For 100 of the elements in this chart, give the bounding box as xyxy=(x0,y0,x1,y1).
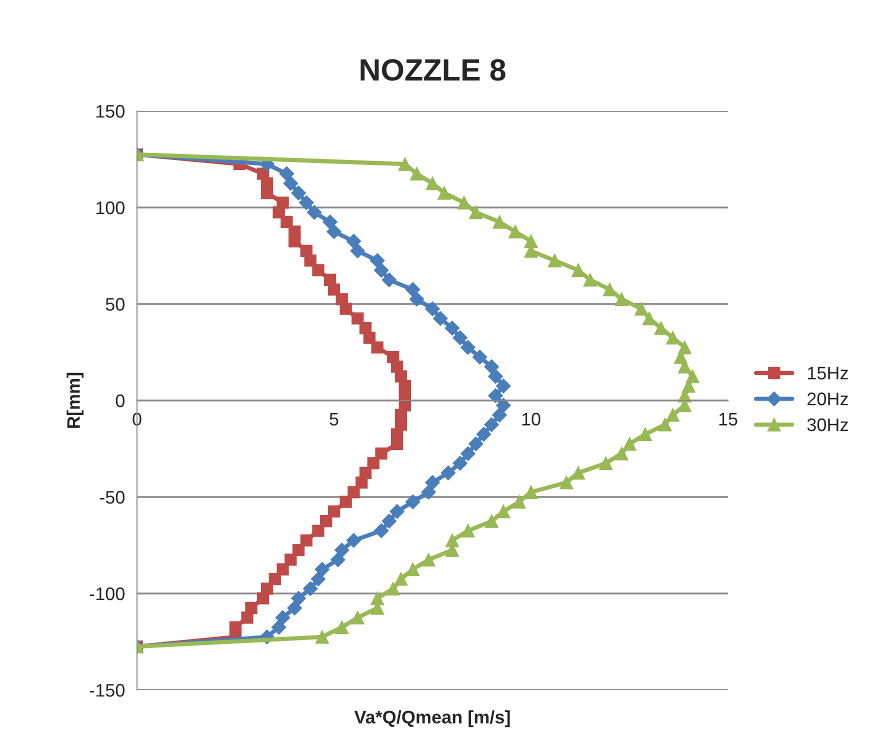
point xyxy=(382,272,397,288)
point xyxy=(496,504,510,518)
point xyxy=(312,264,324,276)
point xyxy=(356,476,368,489)
point xyxy=(654,321,668,335)
point xyxy=(299,195,314,210)
point xyxy=(271,620,286,635)
chart-title: NOZZLE 8 xyxy=(360,59,506,81)
point xyxy=(272,206,285,218)
point xyxy=(524,485,538,499)
point xyxy=(275,610,290,626)
point xyxy=(599,456,613,470)
point xyxy=(287,600,302,616)
legend-label: 15Hz xyxy=(808,366,848,380)
y-tick-label: 100 xyxy=(96,201,124,214)
point xyxy=(279,166,294,182)
point xyxy=(326,224,342,240)
point xyxy=(268,572,281,586)
point xyxy=(686,370,700,384)
x-tick-label: 10 xyxy=(522,412,540,426)
point xyxy=(340,302,352,315)
point xyxy=(406,562,420,576)
point xyxy=(335,620,349,634)
point xyxy=(666,331,680,345)
y-tick-label: -100 xyxy=(90,587,124,600)
point xyxy=(276,563,289,576)
point xyxy=(315,630,329,644)
point xyxy=(371,341,384,354)
point xyxy=(322,214,338,230)
point xyxy=(426,176,440,190)
point xyxy=(634,302,648,316)
point xyxy=(348,486,360,498)
point xyxy=(328,283,340,296)
point xyxy=(512,495,526,509)
point xyxy=(484,514,498,528)
point xyxy=(374,262,389,278)
point xyxy=(432,311,448,326)
point xyxy=(292,544,305,556)
point xyxy=(291,590,306,606)
y-tick-label: 50 xyxy=(106,298,124,311)
point xyxy=(642,312,656,326)
point xyxy=(614,446,628,460)
y-axis-title: R[mm] xyxy=(66,372,84,428)
point xyxy=(583,273,597,287)
point xyxy=(260,186,274,200)
point xyxy=(370,253,385,268)
point xyxy=(560,476,574,490)
y-tick-label: -50 xyxy=(100,490,124,504)
legend-label: 20Hz xyxy=(808,392,848,406)
point xyxy=(405,282,420,297)
point xyxy=(488,388,503,404)
point xyxy=(283,176,298,191)
point xyxy=(461,524,475,538)
point xyxy=(572,263,586,277)
x-tick-label: 5 xyxy=(330,412,338,426)
x-tick-label: 15 xyxy=(719,412,738,426)
point xyxy=(390,438,404,450)
point xyxy=(320,515,332,528)
point xyxy=(469,206,483,220)
point xyxy=(409,292,424,307)
point xyxy=(421,484,436,500)
point xyxy=(386,582,400,596)
point xyxy=(457,196,471,210)
point xyxy=(280,216,293,228)
point xyxy=(382,514,397,529)
point xyxy=(666,408,680,422)
point xyxy=(572,466,586,480)
point xyxy=(444,320,460,336)
point xyxy=(363,332,376,344)
point xyxy=(622,437,636,451)
point xyxy=(472,350,488,364)
point xyxy=(330,552,346,568)
point xyxy=(367,457,380,470)
point xyxy=(310,572,326,586)
point xyxy=(614,292,628,306)
legend-label: 30Hz xyxy=(807,418,848,432)
point xyxy=(306,204,322,220)
y-tick-label: 0 xyxy=(116,394,124,408)
point xyxy=(340,496,352,508)
point xyxy=(438,186,452,200)
point xyxy=(300,534,312,546)
point xyxy=(394,572,408,586)
point xyxy=(334,542,350,558)
point xyxy=(484,359,499,374)
point xyxy=(422,552,436,566)
point xyxy=(375,448,388,460)
point xyxy=(314,562,330,577)
point xyxy=(445,534,459,548)
point xyxy=(488,368,503,384)
point xyxy=(603,282,617,296)
point xyxy=(452,330,468,346)
x-axis-title: Va*Q/Qmean [m/s] xyxy=(354,710,510,728)
point xyxy=(484,417,499,432)
point xyxy=(476,426,492,442)
point xyxy=(638,428,652,442)
point xyxy=(452,456,468,471)
point xyxy=(410,166,424,180)
point xyxy=(284,554,297,566)
y-tick-label: -150 xyxy=(90,684,124,697)
point xyxy=(291,186,306,200)
